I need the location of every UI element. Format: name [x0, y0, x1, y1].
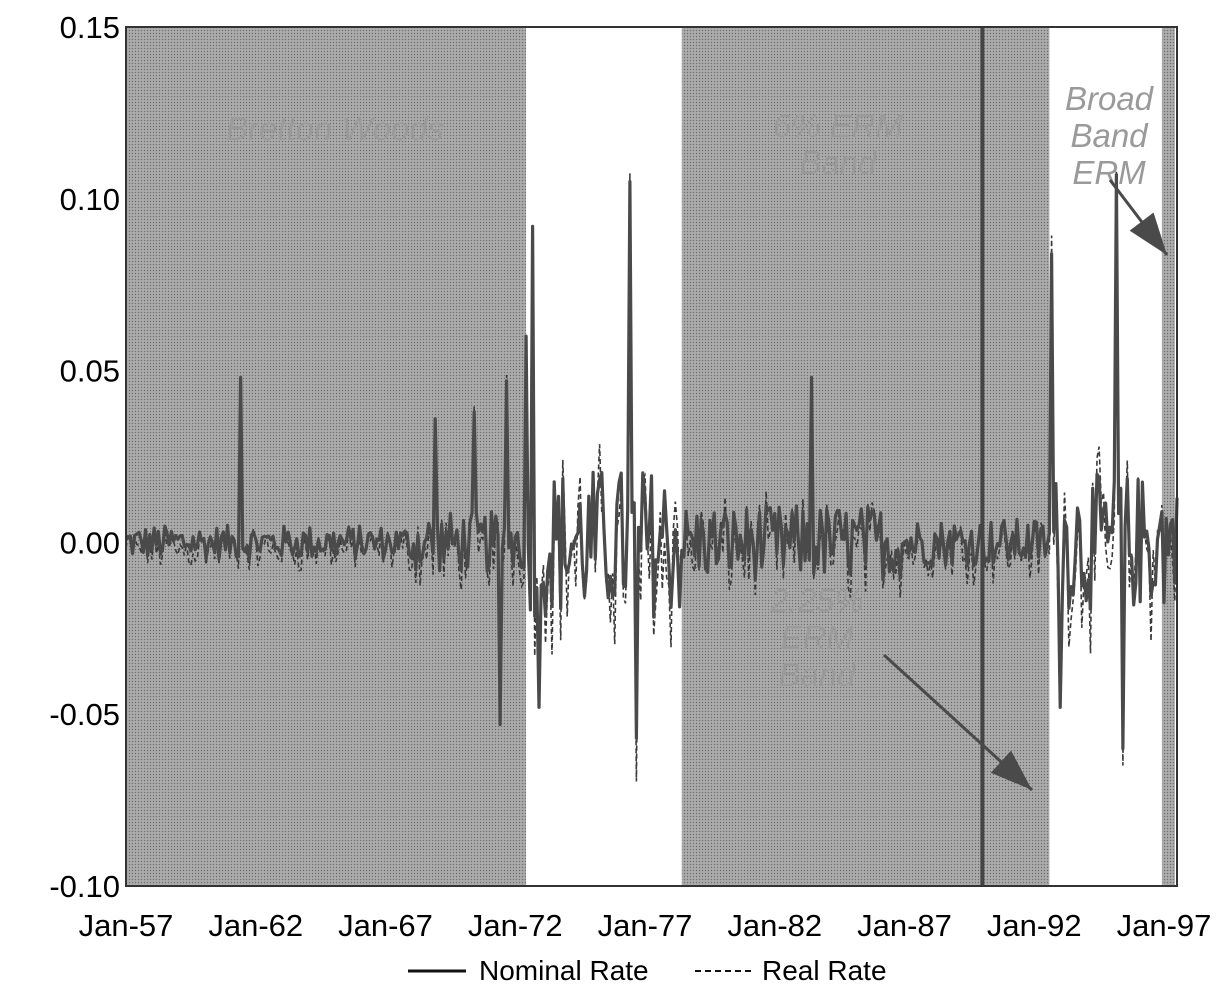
y-tick-label: -0.05: [49, 697, 120, 732]
x-tick-label: Jan-77: [598, 908, 693, 943]
x-tick-label: Jan-97: [1117, 908, 1212, 943]
plot-frame: [125, 26, 1178, 887]
regime-band: [1161, 27, 1175, 886]
regime-band: [681, 27, 1050, 886]
y-tick-label: 0.05: [60, 354, 120, 389]
nominal-rate-line: [125, 173, 1179, 751]
regime-label-bretton-woods: Bretton Woods: [226, 110, 444, 147]
x-tick-label: Jan-82: [727, 908, 822, 943]
regime-label-2-25pct-erm: 2.25% ERM Band: [769, 582, 864, 693]
arrow-broad-band-head: [1129, 212, 1167, 255]
x-tick-label: Jan-87: [857, 908, 952, 943]
regime-bands: [126, 27, 1175, 886]
y-tick-label: -0.10: [49, 869, 120, 904]
x-tick-label: Jan-92: [987, 908, 1082, 943]
plot-border: [125, 26, 1178, 887]
y-axis-ticks: 0.15 0.10 0.05 0.00 -0.05 -0.10: [49, 10, 120, 904]
x-tick-label: Jan-57: [79, 908, 174, 943]
x-tick-label: Jan-72: [468, 908, 563, 943]
legend: Nominal Rate Real Rate: [408, 955, 887, 986]
regime-label-broad-band: Broad Band ERM: [1065, 80, 1155, 191]
regime-band: [126, 27, 527, 886]
x-axis-ticks: Jan-57 Jan-62 Jan-67 Jan-72 Jan-77 Jan-82 Jan-…: [79, 908, 1212, 943]
x-tick-label: Jan-67: [338, 908, 433, 943]
y-tick-label: 0.15: [60, 10, 120, 45]
y-tick-label: 0.10: [60, 182, 120, 217]
arrow-2-25pct-head: [990, 750, 1032, 790]
regime-label-6pct-erm: 6% ERM Band: [773, 107, 904, 181]
legend-real-label: Real Rate: [762, 955, 887, 986]
x-tick-label: Jan-62: [208, 908, 303, 943]
annotations: Bretton Woods 6% ERM Band 2.25% ERM Band Broad…: [226, 80, 1169, 792]
y-tick-label: 0.00: [60, 525, 120, 560]
legend-nominal-label: Nominal Rate: [479, 955, 649, 986]
